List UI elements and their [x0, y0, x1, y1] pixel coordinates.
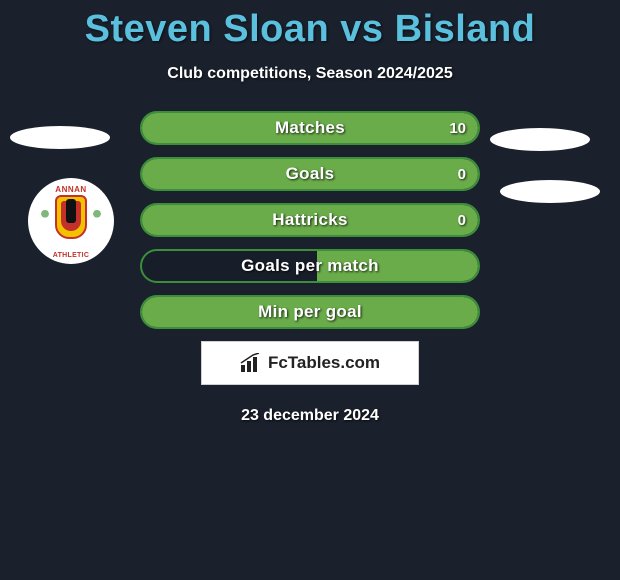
page-title: Steven Sloan vs Bisland: [0, 0, 620, 51]
subtitle: Club competitions, Season 2024/2025: [0, 65, 620, 83]
stat-label: Matches: [142, 113, 478, 143]
stat-row-goals-per-match: Goals per match: [140, 249, 480, 283]
bar-chart-icon: [240, 353, 262, 373]
stat-label: Goals per match: [142, 251, 478, 281]
brand-badge[interactable]: FcTables.com: [201, 341, 419, 385]
stat-row-matches: Matches 10: [140, 111, 480, 145]
stat-right-value: 10: [449, 113, 466, 143]
stat-row-min-per-goal: Min per goal: [140, 295, 480, 329]
stat-row-goals: Goals 0: [140, 157, 480, 191]
stat-right-value: 0: [458, 205, 466, 235]
date-line: 23 december 2024: [0, 407, 620, 425]
stats-bars: Matches 10 Goals 0 Hattricks 0 Goals per…: [0, 111, 620, 329]
stat-row-hattricks: Hattricks 0: [140, 203, 480, 237]
comparison-card: Steven Sloan vs Bisland Club competition…: [0, 0, 620, 580]
stat-label: Goals: [142, 159, 478, 189]
brand-label: FcTables.com: [268, 353, 380, 373]
stat-label: Hattricks: [142, 205, 478, 235]
stat-right-value: 0: [458, 159, 466, 189]
stat-label: Min per goal: [142, 297, 478, 327]
